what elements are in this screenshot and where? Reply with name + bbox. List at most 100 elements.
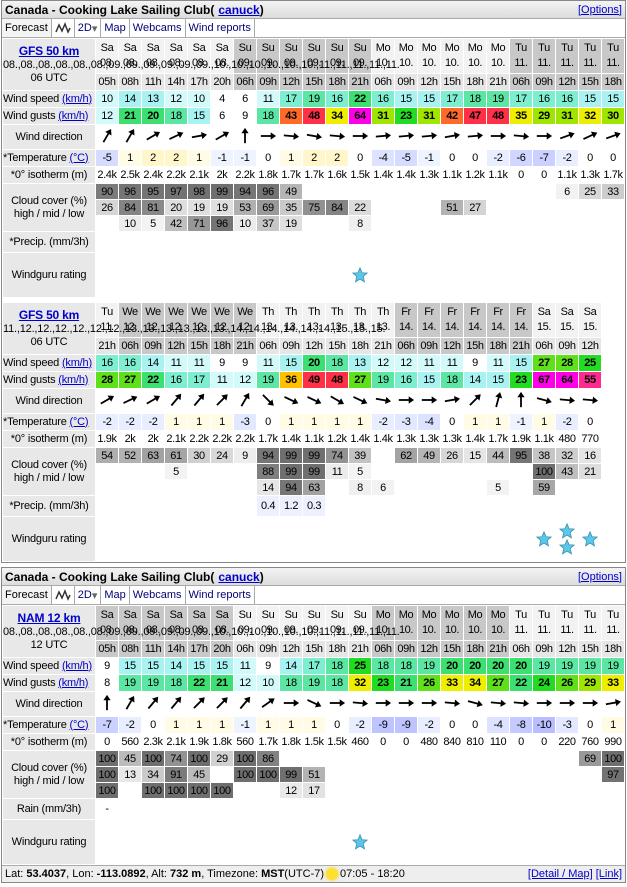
graph-icon: [55, 22, 71, 34]
day-cell: Mo 10.: [417, 38, 441, 74]
isotherm-cell: 1.4k: [371, 430, 395, 448]
rating-star-icon: [582, 531, 598, 547]
hour-cell: 15h: [302, 73, 326, 91]
rating-cell: [141, 252, 165, 298]
unit-link[interactable]: (km/h): [58, 109, 89, 122]
tab-webcams[interactable]: Webcams: [130, 19, 186, 37]
hour-cell: 15h: [302, 640, 326, 658]
model-link[interactable]: NAM 12 km: [17, 610, 81, 625]
day-cell: Fr 14.: [394, 302, 418, 338]
precip-cell: [348, 231, 372, 253]
day-row: NAM 12 km08.,08.,08.,08.,08.,08.,09.,09.…: [2, 605, 625, 658]
wind-gust-cell: 34: [325, 107, 349, 125]
tab-graph[interactable]: [52, 19, 75, 37]
day-date: 11.: [560, 624, 574, 636]
unit-link[interactable]: (°C): [69, 415, 89, 428]
precip-cell: [578, 495, 602, 517]
temperature-cell: 1: [486, 413, 510, 431]
tab-2d[interactable]: 2D ▾: [75, 586, 102, 604]
day-date: 08.: [99, 57, 115, 69]
day-name: Mo: [444, 609, 460, 621]
cloud-cell: [555, 750, 579, 767]
unit-link[interactable]: (°C): [69, 718, 89, 731]
temperature-cell: 2: [325, 149, 349, 167]
tab-map[interactable]: Map: [101, 586, 130, 604]
unit-link[interactable]: (°C): [69, 151, 89, 164]
temperature-cell: 1: [210, 413, 234, 431]
tab-graph[interactable]: [52, 586, 75, 604]
day-date: 11.: [583, 57, 597, 69]
temperature-cell: 2: [141, 149, 165, 167]
cloud-cell: [417, 479, 441, 496]
model-link[interactable]: GFS 50 km: [18, 43, 80, 58]
cloud-cell: 20: [164, 199, 188, 216]
hour-cell: 21h: [348, 640, 372, 658]
wind-gust-cell: 20: [141, 107, 165, 125]
tab-map[interactable]: Map: [101, 19, 130, 37]
isotherm-cell: 220: [555, 733, 579, 751]
cloud-cell: 6: [555, 183, 579, 200]
model-link[interactable]: GFS 50 km: [18, 307, 80, 322]
wind-arrow-icon: [123, 395, 138, 404]
rating-cell: [555, 819, 579, 865]
wind-speed-cell: 11: [187, 354, 211, 372]
rating-cell: [164, 252, 188, 298]
cloud-cell: 44: [486, 447, 510, 464]
options-link[interactable]: [Options]: [577, 570, 622, 583]
day-cell: Sa 15.: [578, 302, 602, 338]
tab-wind-reports[interactable]: Wind reports: [186, 586, 255, 604]
link-link[interactable]: [Link]: [595, 868, 622, 880]
wind-direction-label: Wind direction: [2, 691, 96, 717]
day-date: 09.: [237, 624, 253, 636]
unit-link[interactable]: (km/h): [61, 659, 92, 672]
rating-cell: [325, 252, 349, 298]
isotherm-cell: 1.7k: [256, 733, 280, 751]
wind-direction-cell: [118, 388, 142, 414]
isotherm-label: *0° isotherm (m): [2, 166, 96, 184]
wind-gust-cell: 6: [210, 107, 234, 125]
day-date: 10.: [421, 57, 437, 69]
hour-cell: 06h: [371, 73, 395, 91]
day-cell: Tu 11.: [509, 38, 533, 74]
tab-forecast[interactable]: Forecast: [2, 586, 52, 604]
wind-speed-cell: 14: [164, 657, 188, 675]
wind-gust-cell: 35: [509, 107, 533, 125]
wind-speed-cell: 11: [486, 354, 510, 372]
day-cell: Su 09.: [348, 605, 372, 641]
rating-cell: [233, 252, 257, 298]
tab-forecast[interactable]: Forecast: [2, 19, 52, 37]
wind-gust-cell: 12: [233, 674, 257, 692]
rating-star-icon: [352, 834, 368, 850]
day-date: 09.: [306, 57, 322, 69]
unit-link[interactable]: (km/h): [58, 676, 89, 689]
unit-link[interactable]: (km/h): [58, 373, 89, 386]
wind-arrow-icon: [146, 395, 161, 404]
rating-cell: [509, 516, 533, 562]
detail-map-link[interactable]: [Detail / Map]: [527, 868, 593, 880]
rating-cell: [210, 516, 234, 562]
rating-label: Windguru rating: [2, 819, 96, 865]
hour-cell: 18h: [463, 73, 487, 91]
user-link[interactable]: canuck: [218, 2, 260, 17]
cloud-cell: [555, 215, 579, 232]
hour-cell: 15h: [325, 337, 349, 355]
tab-2d[interactable]: 2D ▾: [75, 19, 102, 37]
wind-gust-cell: 9: [233, 107, 257, 125]
day-name: We: [122, 306, 138, 318]
cloud-cell: 45: [187, 766, 211, 783]
cloud-cell: 86: [256, 750, 280, 767]
day-date: 11.: [537, 57, 551, 69]
tab-webcams[interactable]: Webcams: [130, 586, 186, 604]
precip-cell: [532, 231, 556, 253]
wind-direction-cell: [279, 388, 303, 414]
wind-arrow-icon: [398, 698, 415, 707]
precip-cell: [555, 798, 579, 820]
day-cell: We 12.: [210, 302, 234, 338]
options-link[interactable]: [Options]: [577, 3, 622, 16]
unit-link[interactable]: (km/h): [61, 92, 92, 105]
wind-gust-cell: 21: [118, 107, 142, 125]
user-link[interactable]: canuck: [218, 569, 260, 584]
unit-link[interactable]: (km/h): [61, 356, 92, 369]
tab-wind-reports[interactable]: Wind reports: [186, 19, 255, 37]
cloud-cell: [187, 479, 211, 496]
